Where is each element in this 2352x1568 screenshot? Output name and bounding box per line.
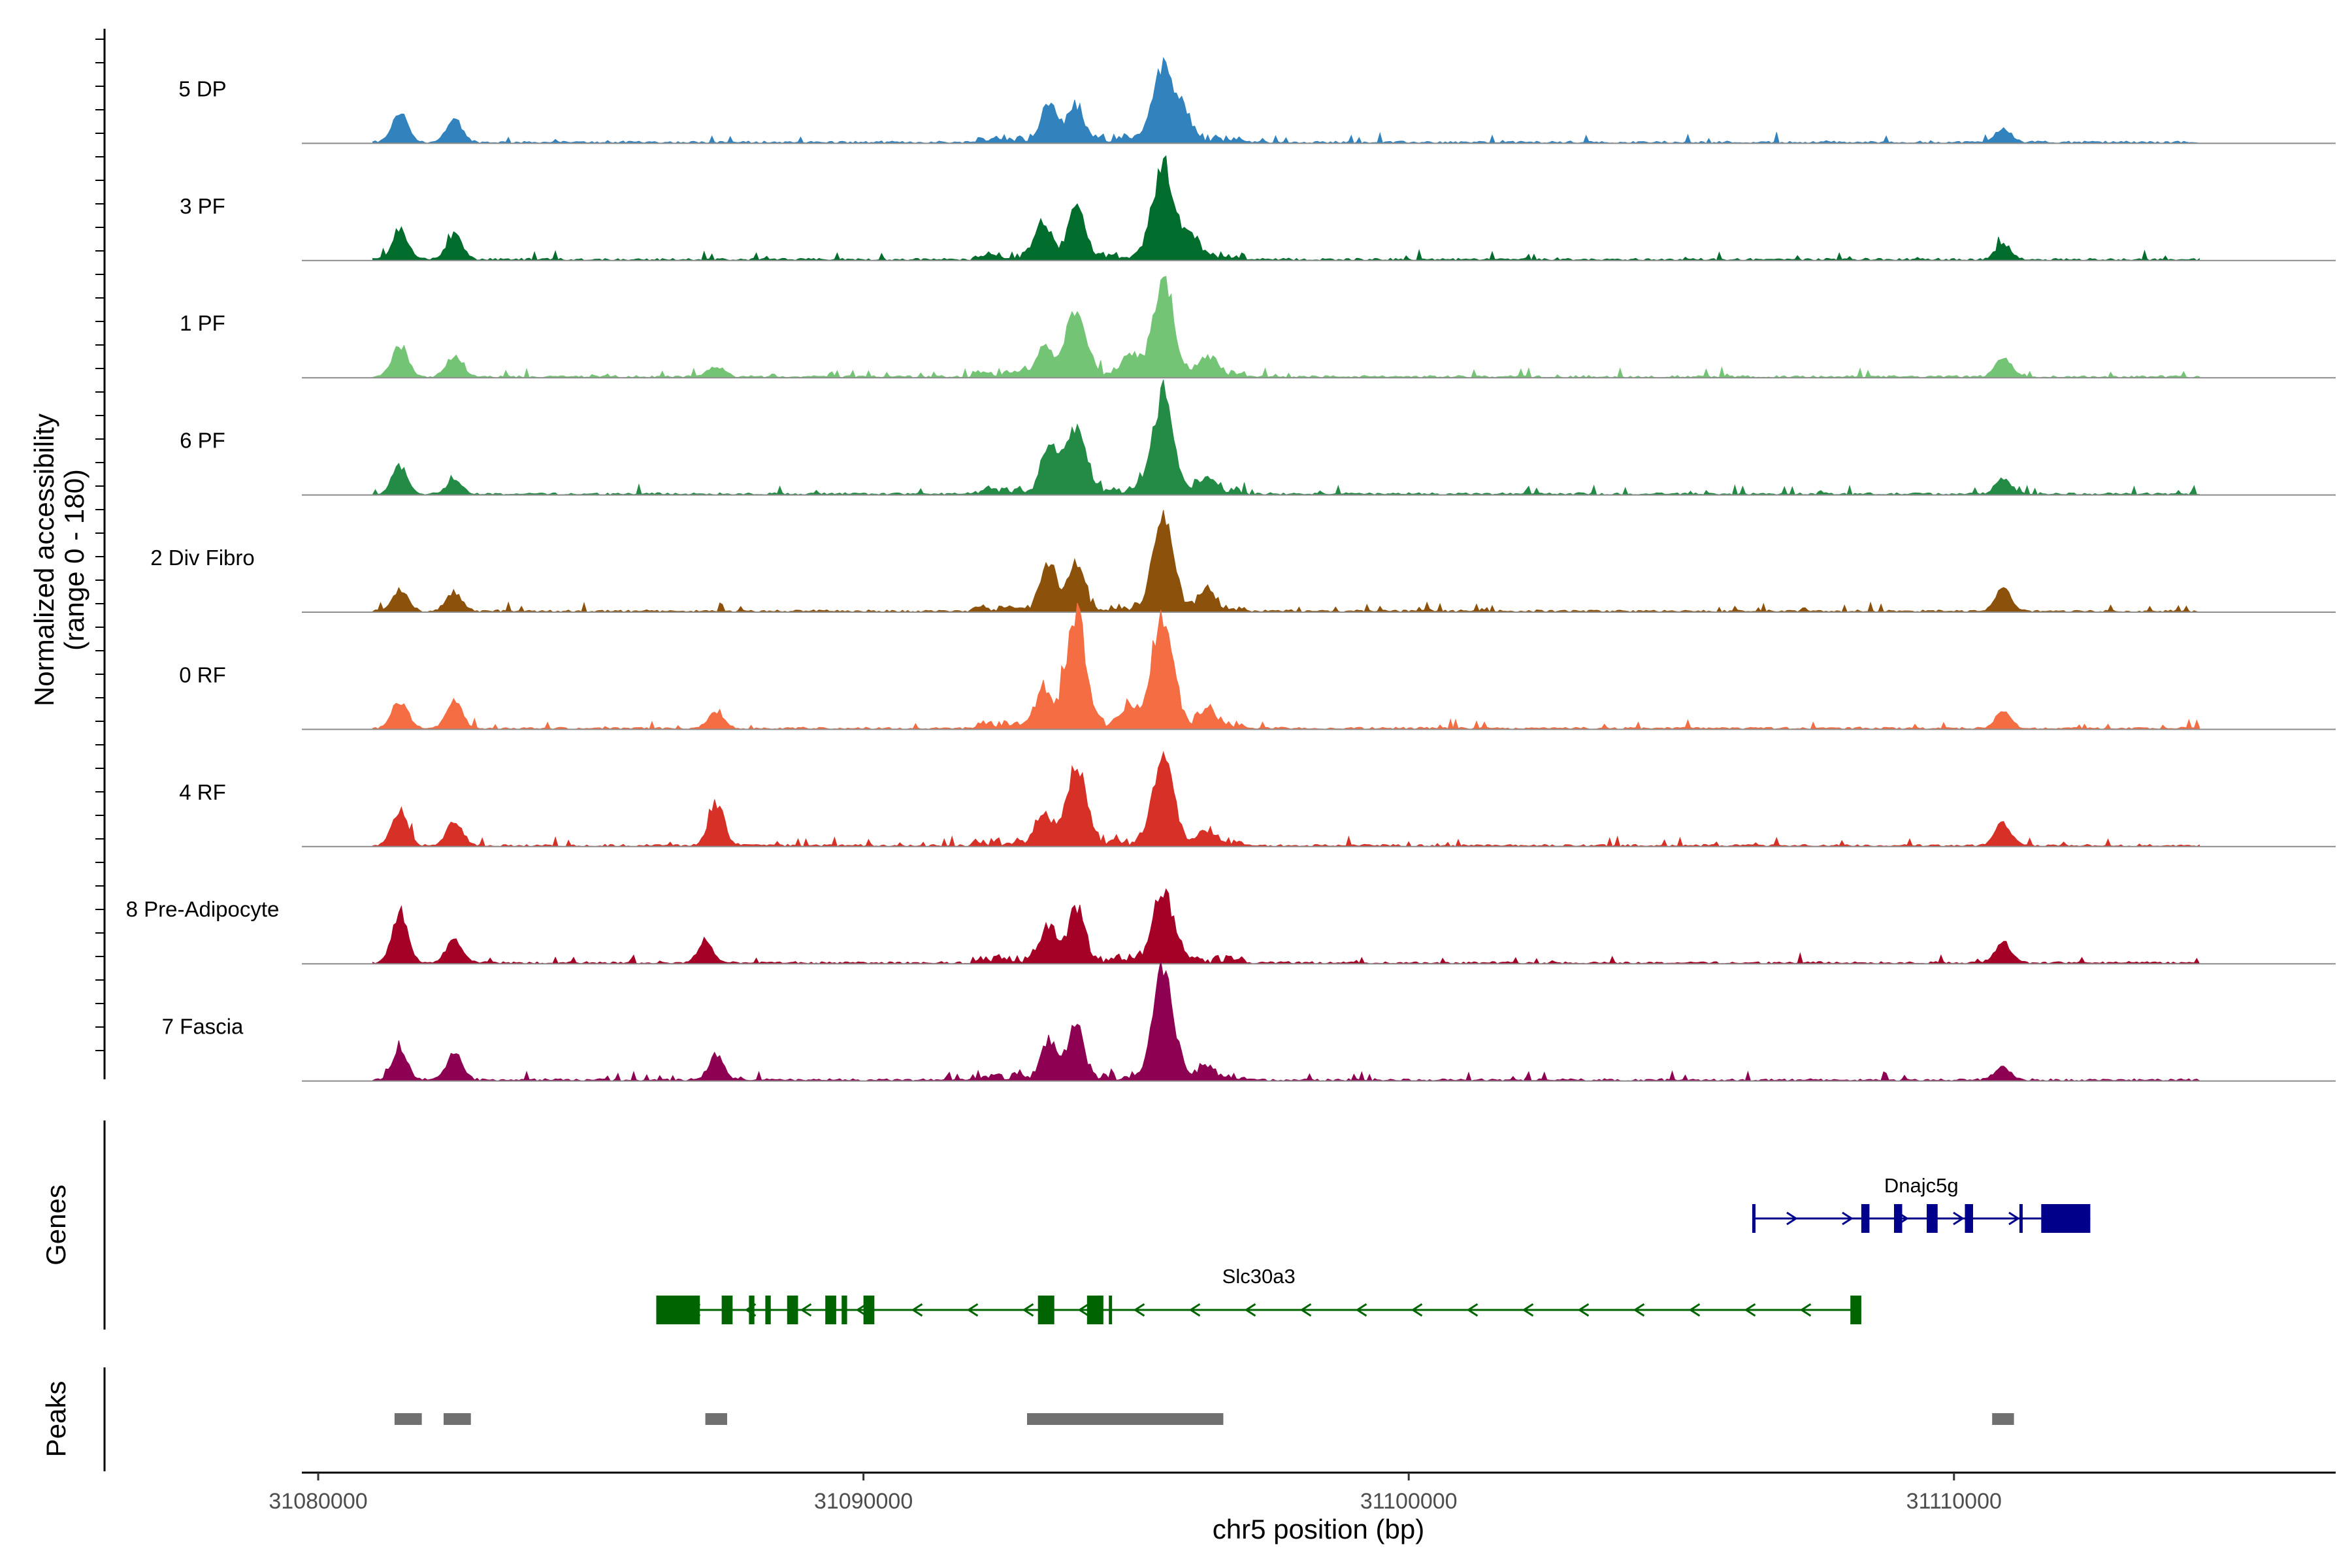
exon — [1037, 1296, 1054, 1324]
track-8-pre-adipocyte: 8 Pre-Adipocyte — [126, 888, 2336, 965]
strand-arrow — [1744, 1303, 1756, 1317]
exon — [841, 1296, 847, 1324]
exon — [1927, 1204, 1938, 1233]
x-tick-label: 31110000 — [1906, 1489, 2002, 1514]
exon — [2041, 1204, 2091, 1233]
x-axis-title: chr5 position (bp) — [1213, 1514, 1425, 1544]
coverage-tracks: 5 DP 3 PF 1 PF 6 PF 2 Div Fibro 0 RF 4 RF 8 Pre… — [126, 57, 2336, 1082]
y-axis-title-range: (range 0 - 180) — [59, 469, 90, 651]
strand-arrow — [1355, 1303, 1367, 1317]
coverage-area — [372, 751, 2200, 847]
coverage-area — [372, 888, 2200, 964]
peaks-track-label: Peaks — [41, 1381, 71, 1458]
gene-annotations: Dnajc5g Slc30a3 — [656, 1174, 2091, 1324]
exon — [721, 1296, 733, 1324]
gene-label: Dnajc5g — [1884, 1174, 1959, 1197]
strand-arrow — [1466, 1303, 1478, 1317]
peak-regions — [394, 1413, 2014, 1425]
coverage-area — [372, 602, 2200, 730]
exon — [863, 1296, 875, 1324]
track-5-dp: 5 DP — [178, 57, 2336, 144]
exon — [1965, 1204, 1974, 1233]
track-7-fascia: 7 Fascia — [162, 960, 2336, 1082]
strand-arrow — [1077, 1303, 1090, 1317]
x-tick-label: 31100000 — [1360, 1489, 1458, 1514]
strand-arrow — [966, 1303, 979, 1317]
gene-dnajc5g: Dnajc5g — [1752, 1174, 2091, 1233]
strand-arrow — [1188, 1303, 1201, 1317]
track-label: 1 PF — [180, 311, 225, 335]
peak-region-4 — [1992, 1413, 2014, 1425]
x-tick-label: 31080000 — [269, 1489, 367, 1514]
strand-arrow — [1842, 1211, 1854, 1226]
coverage-area — [372, 380, 2200, 496]
coverage-area — [372, 510, 2200, 613]
strand-arrow — [1799, 1303, 1812, 1317]
exon — [749, 1296, 755, 1324]
coverage-area — [372, 57, 2200, 144]
track-0-rf: 0 RF — [179, 602, 2336, 730]
exon — [825, 1296, 836, 1324]
track-label: 5 DP — [178, 76, 226, 101]
strand-arrow — [1688, 1303, 1701, 1317]
exon — [1752, 1204, 1756, 1233]
exon — [2019, 1204, 2023, 1233]
strand-arrow — [1577, 1303, 1590, 1317]
y-axis-title-main: Normalized accessibility — [29, 414, 59, 706]
track-label: 8 Pre-Adipocyte — [126, 897, 280, 921]
peak-region-2 — [705, 1413, 727, 1425]
strand-arrow — [1022, 1303, 1034, 1317]
peak-region-0 — [394, 1413, 422, 1425]
peak-region-1 — [443, 1413, 471, 1425]
strand-arrow — [1786, 1211, 1798, 1226]
coverage-area — [372, 960, 2200, 1082]
strand-arrow — [2008, 1211, 2020, 1226]
track-label: 3 PF — [180, 194, 225, 218]
strand-arrow — [911, 1303, 923, 1317]
track-2-div-fibro: 2 Div Fibro — [150, 510, 2336, 613]
exon — [1850, 1296, 1861, 1324]
peak-region-3 — [1026, 1413, 1224, 1425]
exon — [1086, 1296, 1103, 1324]
track-4-rf: 4 RF — [179, 751, 2336, 847]
track-3-pf: 3 PF — [180, 155, 2336, 261]
gene-slc30a3: Slc30a3 — [656, 1265, 1861, 1324]
strand-arrow — [800, 1303, 812, 1317]
exon — [1893, 1204, 1903, 1233]
gene-label: Slc30a3 — [1222, 1265, 1296, 1288]
coverage-area — [372, 155, 2200, 261]
track-6-pf: 6 PF — [180, 380, 2336, 496]
exon — [765, 1296, 771, 1324]
track-label: 4 RF — [179, 780, 226, 804]
exon — [1109, 1296, 1113, 1324]
strand-arrow — [1522, 1303, 1534, 1317]
track-label: 2 Div Fibro — [150, 546, 255, 570]
strand-arrow — [1299, 1303, 1312, 1317]
strand-arrow — [1133, 1303, 1145, 1317]
exon — [656, 1296, 700, 1324]
y-axis-title: Normalized accessibility (range 0 - 180) — [29, 414, 90, 706]
strand-arrow — [1633, 1303, 1645, 1317]
x-axis-ticks: 31080000 31090000 31100000 31110000 — [269, 1473, 2002, 1514]
coverage-area — [372, 276, 2200, 378]
track-label: 0 RF — [179, 662, 226, 687]
exon — [1861, 1204, 1870, 1233]
exon — [787, 1296, 798, 1324]
genes-track-label: Genes — [41, 1184, 71, 1266]
x-tick-label: 31090000 — [814, 1489, 913, 1514]
strand-arrow — [1411, 1303, 1423, 1317]
track-1-pf: 1 PF — [180, 276, 2336, 379]
y-axis-ticks — [95, 39, 105, 1051]
track-label: 7 Fascia — [162, 1015, 244, 1039]
track-label: 6 PF — [180, 429, 225, 453]
strand-arrow — [1244, 1303, 1256, 1317]
strand-arrow — [1953, 1211, 1965, 1226]
